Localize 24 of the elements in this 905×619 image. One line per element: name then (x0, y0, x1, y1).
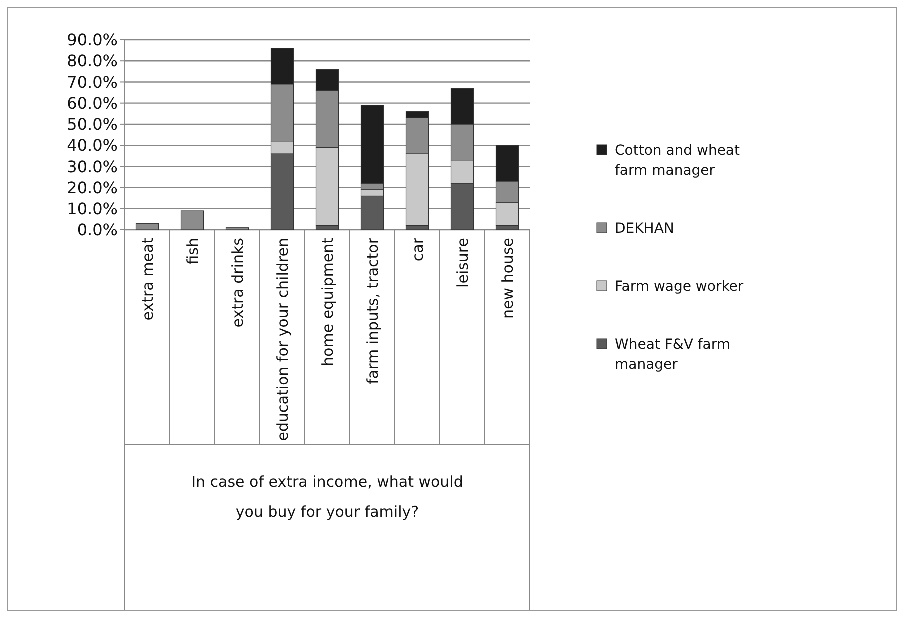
legend-label: Cotton and wheat farm manager (615, 142, 741, 179)
legend-label: Wheat F&V farm manager (615, 336, 730, 373)
x-tick-label: fish (184, 238, 202, 265)
legend-label: DEKHAN (615, 220, 674, 237)
y-tick-label: 50.0% (67, 115, 118, 134)
y-tick-label: 90.0% (67, 30, 118, 50)
x-axis-title: In case of extra income, what would you buy for your family? (192, 473, 464, 521)
legend-label: Farm wage worker (615, 278, 744, 295)
y-tick-label: 0.0% (77, 220, 118, 240)
x-tick-label: leisure (454, 238, 472, 288)
x-tick-label: extra meat (138, 238, 157, 321)
y-tick-label: 70.0% (67, 72, 118, 92)
y-tick-label: 80.0% (67, 52, 118, 71)
y-tick-label: 20.0% (67, 178, 118, 198)
x-tick-label: new house (498, 238, 517, 320)
x-tick-label: education for your children (274, 238, 292, 442)
x-tick-label: car (408, 237, 427, 262)
y-tick-label: 10.0% (67, 199, 118, 218)
y-tick-label: 60.0% (67, 94, 118, 113)
y-tick-label: 40.0% (67, 136, 118, 156)
x-tick-label: home equipment (318, 238, 337, 366)
x-tick-label: extra drinks (228, 238, 247, 328)
x-tick-label: farm inputs, tractor (364, 237, 382, 384)
y-tick-label: 30.0% (67, 157, 118, 176)
